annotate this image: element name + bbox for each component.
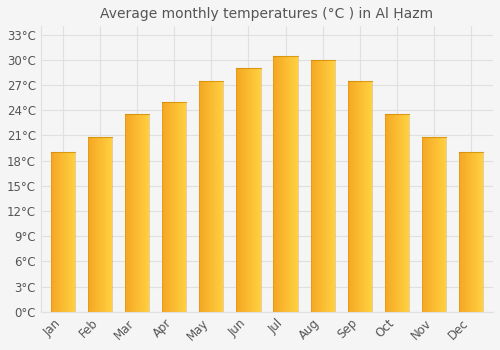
Title: Average monthly temperatures (°C ) in Al Ḥazm: Average monthly temperatures (°C ) in Al…: [100, 7, 433, 21]
